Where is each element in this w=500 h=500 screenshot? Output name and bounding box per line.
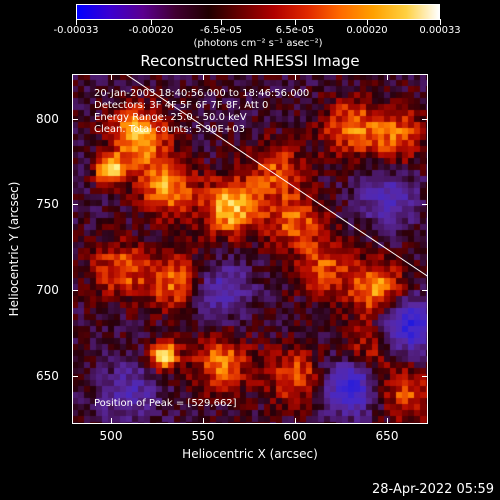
y-axis-tick-label: 750 bbox=[36, 197, 59, 211]
timestamp: 28-Apr-2022 05:59 bbox=[372, 482, 494, 497]
colorbar-tick bbox=[295, 19, 296, 25]
x-axis-tick-label: 650 bbox=[375, 429, 399, 443]
x-axis-tick-label: 600 bbox=[283, 429, 307, 443]
x-axis-tick bbox=[111, 74, 112, 80]
colorbar bbox=[76, 4, 440, 20]
solar-limb-line bbox=[125, 74, 428, 277]
y-axis-label: Heliocentric Y (arcsec) bbox=[7, 181, 21, 317]
x-axis-tick bbox=[387, 418, 388, 424]
colorbar-tick-label: 6.5e-05 bbox=[275, 25, 315, 36]
x-axis-tick bbox=[203, 418, 204, 424]
colorbar-tick-label: -6.5e-05 bbox=[200, 25, 242, 36]
x-axis-tick bbox=[295, 74, 296, 80]
y-axis-tick bbox=[422, 290, 428, 291]
y-axis-tick bbox=[72, 290, 78, 291]
colorbar-tick-label: -0.00020 bbox=[128, 25, 174, 36]
colorbar-tick bbox=[151, 19, 152, 25]
x-axis-tick-label: 500 bbox=[99, 429, 123, 443]
x-axis-tick bbox=[203, 74, 204, 80]
colorbar-tick bbox=[76, 19, 77, 25]
colorbar-tick-label: -0.00033 bbox=[53, 25, 99, 36]
x-axis-tick bbox=[387, 74, 388, 80]
y-axis-tick bbox=[422, 204, 428, 205]
plot-title: Reconstructed RHESSI Image bbox=[140, 52, 360, 70]
info-detectors: Detectors: 3F 4F 5F 6F 7F 8F, Att 0 bbox=[94, 100, 269, 111]
info-total-counts: Clean. Total counts: 5.90E+03 bbox=[94, 124, 245, 135]
peak-position: Position of Peak = [529,662] bbox=[94, 398, 237, 409]
y-axis-tick bbox=[72, 204, 78, 205]
y-axis-tick-label: 650 bbox=[36, 369, 59, 383]
x-axis-tick bbox=[111, 418, 112, 424]
y-axis-tick bbox=[422, 119, 428, 120]
rhessi-image-heatmap[interactable] bbox=[72, 74, 428, 424]
colorbar-tick-label: 0.00033 bbox=[419, 25, 461, 36]
y-axis-tick-label: 700 bbox=[36, 283, 59, 297]
colorbar-tick bbox=[367, 19, 368, 25]
colorbar-tick bbox=[440, 19, 441, 25]
info-energy-range: Energy Range: 25.0 - 50.0 keV bbox=[94, 112, 247, 123]
y-axis-tick bbox=[422, 376, 428, 377]
y-axis-tick bbox=[72, 119, 78, 120]
x-axis-tick-label: 550 bbox=[191, 429, 215, 443]
y-axis-tick bbox=[72, 376, 78, 377]
x-axis-tick bbox=[295, 418, 296, 424]
plot-frame bbox=[72, 74, 428, 424]
colorbar-units: (photons cm⁻² s⁻¹ asec⁻²) bbox=[193, 38, 323, 49]
info-time-range: 20-Jan-2003 18:40:56.000 to 18:46:56.000 bbox=[94, 88, 310, 99]
colorbar-tick bbox=[221, 19, 222, 25]
y-axis-tick-label: 800 bbox=[36, 112, 59, 126]
limb-overlay bbox=[125, 74, 428, 277]
x-axis-label: Heliocentric X (arcsec) bbox=[182, 447, 318, 461]
colorbar-tick-label: 0.00020 bbox=[346, 25, 388, 36]
